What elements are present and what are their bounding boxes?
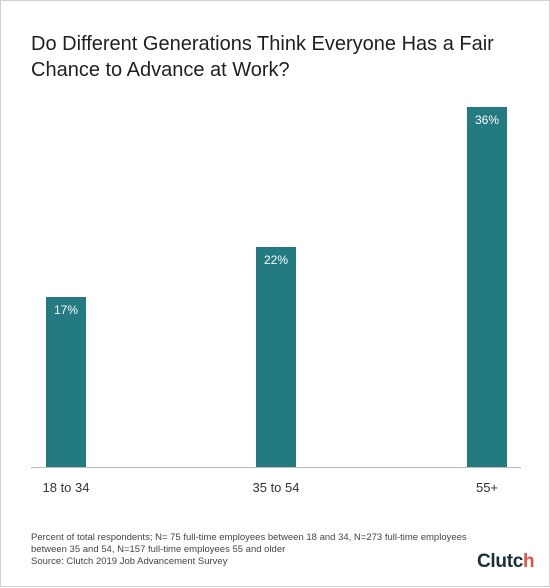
clutch-logo: Clutch (477, 551, 535, 573)
chart-footnote: Percent of total respondents; N= 75 full… (31, 532, 471, 568)
x-tick-label-1: 35 to 54 (253, 480, 300, 495)
logo-text-main: Clutc (477, 551, 524, 572)
bar-value-label-1: 22% (264, 253, 288, 267)
footnote-respondents: Percent of total respondents; N= 75 full… (31, 532, 467, 555)
bar-0 (46, 297, 86, 467)
bar-1 (256, 247, 296, 467)
chart-title: Do Different Generations Think Everyone … (31, 33, 494, 81)
x-tick-label-0: 18 to 34 (43, 480, 90, 495)
bar-value-label-0: 17% (54, 303, 78, 317)
logo-text-end: h (523, 551, 535, 572)
bar-2 (467, 107, 507, 467)
x-tick-label-2: 55+ (476, 480, 498, 495)
bar-value-label-2: 36% (475, 113, 499, 127)
footnote-source: Source: Clutch 2019 Job Advancement Surv… (31, 556, 228, 567)
